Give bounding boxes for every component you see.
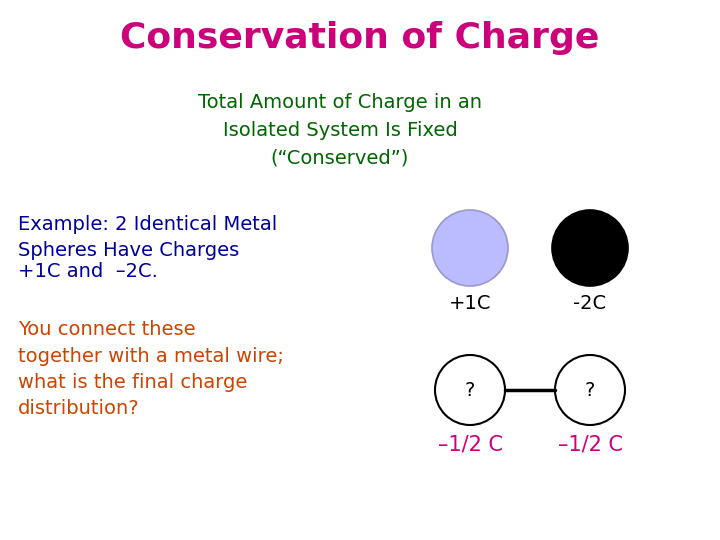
Ellipse shape [435, 355, 505, 425]
Text: -2C: -2C [573, 294, 606, 313]
Text: –1/2 C: –1/2 C [557, 435, 623, 455]
Text: +1C: +1C [449, 294, 491, 313]
Ellipse shape [555, 355, 625, 425]
Text: You connect these
together with a metal wire;
what is the final charge
distribut: You connect these together with a metal … [18, 320, 284, 418]
Text: –1/2 C: –1/2 C [438, 435, 503, 455]
Text: +1C and  –2C.: +1C and –2C. [18, 262, 158, 281]
Ellipse shape [552, 210, 628, 286]
Text: Conservation of Charge: Conservation of Charge [120, 21, 600, 55]
Text: Total Amount of Charge in an
Isolated System Is Fixed
(“Conserved”): Total Amount of Charge in an Isolated Sy… [198, 92, 482, 167]
Text: ?: ? [585, 381, 595, 400]
Ellipse shape [432, 210, 508, 286]
Text: Example: 2 Identical Metal
Spheres Have Charges: Example: 2 Identical Metal Spheres Have … [18, 215, 277, 260]
Text: ?: ? [465, 381, 475, 400]
